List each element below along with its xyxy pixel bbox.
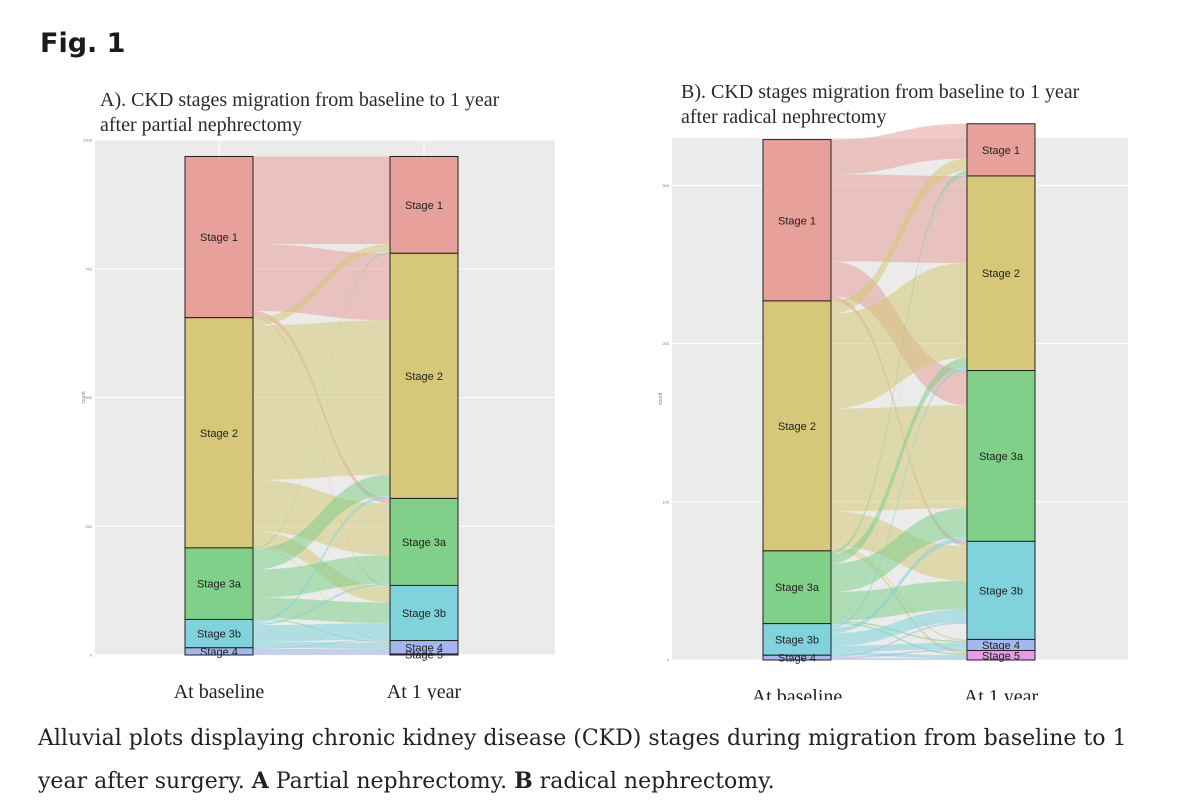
panel-b-flow-stage-1-to-stage-2	[831, 174, 967, 263]
panel-a-y-axis-label: count	[81, 391, 87, 404]
panel-a-x-label-baseline: At baseline	[174, 681, 265, 700]
panel-a-baseline-node-stage-3a	[184, 547, 254, 620]
panel-a-y-tick-label: 0	[90, 653, 93, 658]
panel-a-flow-stage-2-to-stage-4	[253, 546, 390, 642]
panel-a-baseline-node-label-stage-3a: Stage 3a	[197, 579, 242, 591]
panel-a-flow-stage-4-to-stage-5	[253, 653, 390, 655]
panel-b-y-tick-label: 200	[662, 341, 669, 346]
panel-b-flow-stage-3b-to-stage-5	[831, 652, 967, 659]
panel-b-y-tick-label: 100	[662, 499, 669, 504]
panel-b-baseline-node-stage-3a	[762, 550, 832, 625]
panel-a-flow-stage-3b-to-stage-2	[253, 495, 390, 624]
panel-b-x-label-one-year: At 1 year	[964, 686, 1039, 700]
panel-a-flow-stage-3a-to-stage-2	[253, 474, 390, 570]
panel-b-y-tick-label: 300	[662, 183, 669, 188]
panel-a-one-year-node-stage-5	[389, 653, 459, 656]
panel-b-one-year-node-stage-2	[966, 175, 1036, 372]
panel-b-baseline-node-label-stage-4: Stage 4	[778, 653, 816, 665]
panel-b-flow-stage-3b-to-stage-3a	[831, 536, 967, 634]
panel-a-one-year-node-label-stage-3a: Stage 3a	[402, 537, 447, 549]
panel-a-baseline-node-label-stage-2: Stage 2	[200, 428, 238, 440]
panel-b-flow-stage-3a-to-stage-3a	[831, 508, 967, 592]
panel-b-flow-stage-3a-to-stage-3b	[831, 580, 967, 621]
panel-b-baseline-node-label-stage-1: Stage 1	[778, 215, 816, 227]
panel-a-baseline-node-stage-1	[184, 155, 254, 319]
panel-b-flow-stage-3b-to-stage-3b	[831, 609, 967, 646]
panel-a-flow-stage-3a-to-stage-1	[253, 251, 390, 549]
panel-b-one-year-node-stage-5	[966, 650, 1036, 661]
panel-a-x-label-one-year: At 1 year	[387, 681, 462, 700]
panel-a-y-tick-label: 1000	[83, 138, 93, 143]
panel-a-one-year-node-label-stage-5: Stage 5	[405, 649, 443, 661]
panel-a-flow-stage-3b-to-stage-1	[253, 252, 390, 620]
panel-a-baseline-node-stage-3b	[184, 618, 254, 649]
panel-a-one-year-node-label-stage-3b: Stage 3b	[402, 608, 446, 620]
panel-b-one-year-node-label-stage-5: Stage 5	[982, 650, 1020, 662]
panel-b-flow-stage-4-to-stage-3b	[831, 622, 967, 657]
panel-a-flow-stage-3b-to-stage-3b	[253, 623, 390, 642]
panel-a-flow-stage-1-to-stage-1	[253, 156, 390, 245]
panel-a-one-year-node-label-stage-1: Stage 1	[405, 200, 443, 212]
panel-b-y-axis-label: count	[658, 392, 664, 405]
panel-b-flow-stage-3a-to-stage-1	[831, 171, 967, 555]
panel-a-baseline-node-label-stage-1: Stage 1	[200, 232, 238, 244]
caption-bold-b: B	[514, 768, 533, 794]
panel-b-one-year-node-label-stage-3b: Stage 3b	[979, 585, 1023, 597]
caption-bold-a: A	[251, 768, 269, 794]
panel-b-y-tick-label: 0	[667, 658, 670, 663]
panel-a-baseline-node-label-stage-3b: Stage 3b	[197, 629, 241, 641]
panel-b-baseline-node-label-stage-3b: Stage 3b	[775, 634, 819, 646]
figure-caption: Alluvial plots displaying chronic kidney…	[38, 718, 1168, 803]
panel-b-one-year-node-stage-1	[966, 123, 1036, 177]
panel-a-y-tick-label: 250	[85, 524, 92, 529]
panel-b-flow-stage-3a-to-stage-2	[831, 357, 967, 564]
panel-b-flow-stage-4-to-stage-5	[831, 658, 967, 660]
panel-b-flow-stage-3b-to-stage-4	[831, 642, 967, 653]
panel-b-x-label-baseline: At baseline	[752, 686, 843, 700]
panel-b-one-year-node-stage-3a	[966, 370, 1036, 542]
panel-a-y-tick-label: 750	[85, 266, 92, 271]
panel-a-title: A). CKD stages migration from baseline t…	[100, 89, 500, 136]
panel-b-one-year-node-label-stage-1: Stage 1	[982, 145, 1020, 157]
panel-a-flow-stage-3b-to-stage-3a	[253, 583, 390, 626]
panel-b-baseline-node-label-stage-3a: Stage 3a	[775, 582, 820, 594]
panel-a-baseline-node-stage-2	[184, 317, 254, 549]
panel-b-flow-stage-4-to-stage-4	[831, 648, 967, 659]
caption-text-1: Alluvial plots displaying chronic kidney…	[38, 726, 1127, 794]
panel-b-title: B). CKD stages migration from baseline t…	[681, 81, 1080, 128]
panel-b-one-year-node-label-stage-3a: Stage 3a	[979, 451, 1024, 463]
panel-b-flow-stage-3b-to-stage-2	[831, 367, 967, 629]
panel-b-flow-stage-1-to-stage-1	[831, 123, 967, 175]
panel-b-one-year-node-label-stage-4: Stage 4	[982, 640, 1020, 652]
panel-b-flow-stage-3b-to-stage-1	[831, 174, 967, 626]
caption-text-2: Partial nephrectomy.	[268, 769, 515, 794]
panel-a-y-tick-label: 500	[85, 395, 92, 400]
figure-label: Fig. 1	[40, 28, 126, 59]
caption-text-3: radical nephrectomy.	[532, 769, 775, 794]
panel-a-flow-stage-4-to-stage-4	[253, 648, 390, 654]
panel-a-flow-stage-3a-to-stage-3a	[253, 555, 390, 598]
panel-b-baseline-node-stage-2	[762, 300, 832, 552]
panel-b-one-year-node-label-stage-2: Stage 2	[982, 268, 1020, 280]
panel-b-baseline-node-stage-1	[762, 139, 832, 302]
panel-b-baseline-node-label-stage-2: Stage 2	[778, 421, 816, 433]
panel-a-alluvial-chart: 0 250 500 750 1000 count Stage 1 Stage 2 Stage 3…	[81, 138, 555, 700]
panel-b-alluvial-chart: 0 100 200 300 count Stage 1 Stage 2 Stage 3a Sta…	[658, 123, 1128, 700]
panel-b-flow-stage-2-to-stage-1	[831, 158, 967, 314]
panel-a-one-year-node-stage-2	[389, 252, 459, 499]
panel-a-flow-stage-4-to-stage-3b	[253, 639, 390, 649]
panel-a-one-year-node-label-stage-2: Stage 2	[405, 371, 443, 383]
panel-a-baseline-node-label-stage-4: Stage 4	[200, 646, 238, 658]
panel-b-baseline-node-stage-4	[762, 654, 832, 661]
panel-a-baseline-node-stage-4	[184, 647, 254, 656]
panel-a-one-year-node-stage-3a	[389, 497, 459, 586]
panel-a-flow-stage-3a-to-stage-3b	[253, 597, 390, 624]
panel-a-flow-stage-2-to-stage-1	[253, 244, 390, 326]
panel-b-flow-stage-2-to-stage-2	[831, 262, 967, 409]
panel-a-one-year-node-label-stage-4: Stage 4	[405, 642, 443, 654]
panel-b-one-year-node-stage-3b	[966, 540, 1036, 640]
